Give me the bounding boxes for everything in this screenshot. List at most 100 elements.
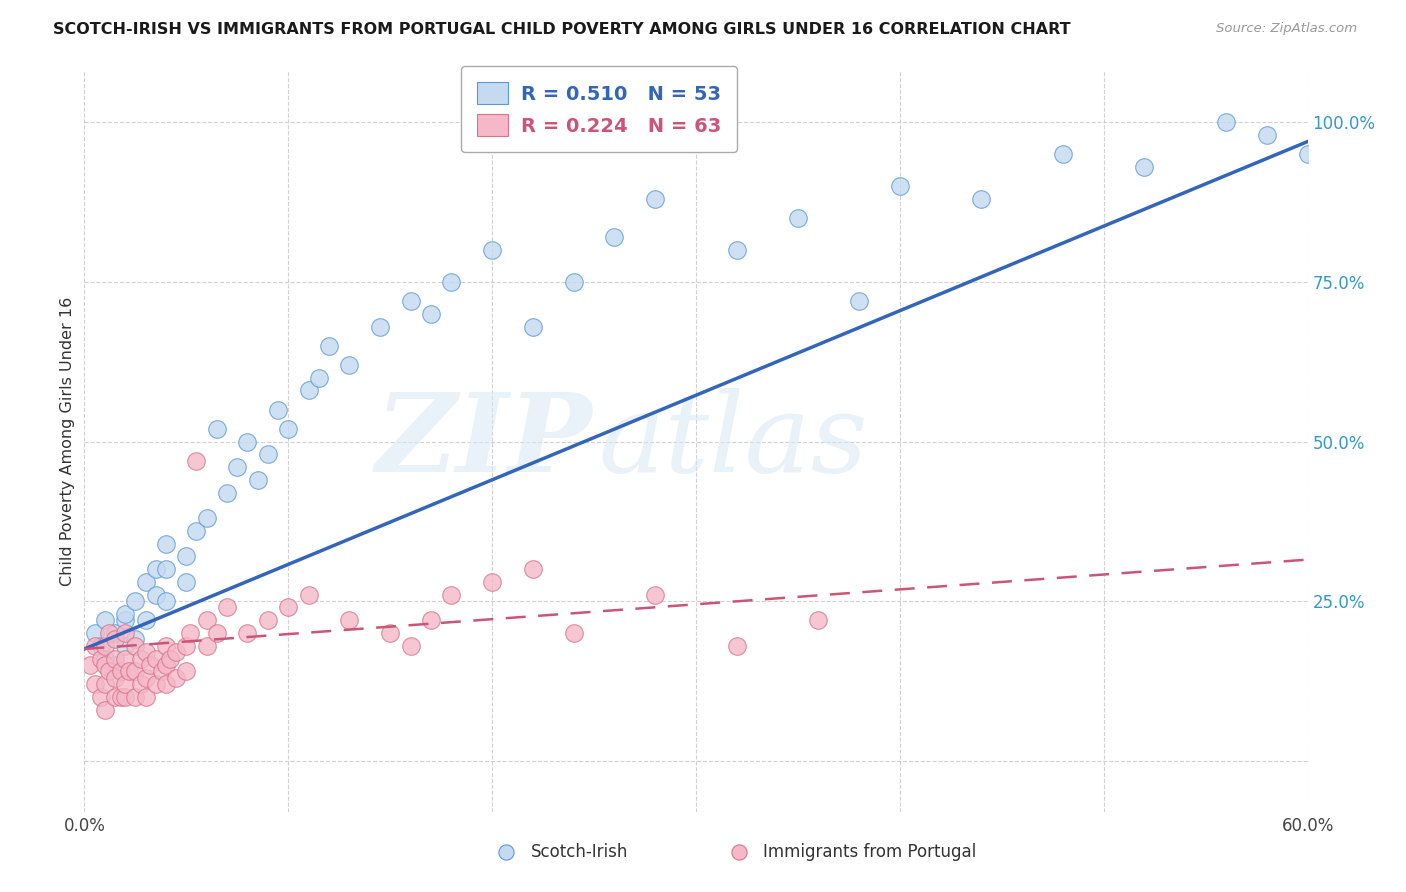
Point <box>165 645 187 659</box>
Point <box>277 422 299 436</box>
Point <box>522 562 544 576</box>
Point <box>174 665 197 679</box>
Point <box>970 192 993 206</box>
Point <box>399 639 422 653</box>
Text: Immigrants from Portugal: Immigrants from Portugal <box>763 844 977 862</box>
Point <box>277 600 299 615</box>
Point <box>135 645 157 659</box>
Point <box>135 574 157 589</box>
Point <box>83 626 105 640</box>
Point <box>165 671 187 685</box>
Point <box>195 613 218 627</box>
Point <box>114 690 136 704</box>
Point <box>848 294 870 309</box>
Text: ZIP: ZIP <box>375 388 592 495</box>
Point <box>90 690 112 704</box>
Point <box>114 651 136 665</box>
Point <box>217 485 239 500</box>
Point <box>217 600 239 615</box>
Point <box>104 690 127 704</box>
Point <box>138 657 160 672</box>
Point <box>90 651 112 665</box>
Point <box>246 473 269 487</box>
Point <box>155 657 177 672</box>
Point <box>339 358 361 372</box>
Point <box>93 703 115 717</box>
Text: atlas: atlas <box>598 388 868 495</box>
Point <box>308 370 330 384</box>
Point <box>110 665 132 679</box>
Text: SCOTCH-IRISH VS IMMIGRANTS FROM PORTUGAL CHILD POVERTY AMONG GIRLS UNDER 16 CORR: SCOTCH-IRISH VS IMMIGRANTS FROM PORTUGAL… <box>53 22 1071 37</box>
Point <box>236 626 259 640</box>
Point <box>93 651 115 665</box>
Point <box>603 230 626 244</box>
Point <box>131 677 153 691</box>
Point <box>257 613 280 627</box>
Point <box>339 613 361 627</box>
Point <box>195 639 218 653</box>
Point <box>124 690 146 704</box>
Point <box>145 562 167 576</box>
Point <box>186 453 208 467</box>
Point <box>420 613 443 627</box>
Point <box>787 211 810 226</box>
Point <box>1133 160 1156 174</box>
Point <box>135 671 157 685</box>
Point <box>145 651 167 665</box>
Point <box>114 607 136 621</box>
Point <box>481 243 503 257</box>
Point <box>104 657 127 672</box>
Point <box>114 613 136 627</box>
Point <box>174 549 197 564</box>
Point <box>124 632 146 647</box>
Point <box>562 626 585 640</box>
Point <box>179 626 201 640</box>
Point <box>236 434 259 449</box>
Point <box>124 639 146 653</box>
Point <box>644 588 666 602</box>
Point <box>257 447 280 461</box>
Point <box>155 639 177 653</box>
Point <box>522 319 544 334</box>
Point <box>97 665 120 679</box>
Point <box>118 665 141 679</box>
Point <box>104 671 127 685</box>
Point <box>114 677 136 691</box>
Point <box>1052 147 1074 161</box>
Point <box>205 422 228 436</box>
Point <box>93 639 115 653</box>
Point <box>174 574 197 589</box>
Text: Scotch-Irish: Scotch-Irish <box>531 844 628 862</box>
Point <box>1215 115 1237 129</box>
Point <box>93 657 115 672</box>
Point <box>1256 128 1278 143</box>
Point <box>97 626 120 640</box>
Point <box>186 524 208 538</box>
Y-axis label: Child Poverty Among Girls Under 16: Child Poverty Among Girls Under 16 <box>60 297 75 586</box>
Point <box>124 665 146 679</box>
Point <box>104 626 127 640</box>
Point <box>93 613 115 627</box>
Point <box>79 657 101 672</box>
Point <box>318 339 340 353</box>
Point <box>380 626 402 640</box>
Legend: R = 0.510   N = 53, R = 0.224   N = 63: R = 0.510 N = 53, R = 0.224 N = 63 <box>461 66 737 152</box>
Point <box>104 651 127 665</box>
Point <box>135 690 157 704</box>
Point <box>725 639 748 653</box>
Point <box>135 613 157 627</box>
Point <box>114 626 136 640</box>
Point <box>150 665 173 679</box>
Point <box>889 179 911 194</box>
Point <box>205 626 228 640</box>
Point <box>1164 789 1187 803</box>
Point <box>159 651 181 665</box>
Point <box>131 651 153 665</box>
Point <box>1296 147 1319 161</box>
Point <box>93 677 115 691</box>
Point <box>481 574 503 589</box>
Point <box>124 594 146 608</box>
Point <box>776 789 799 803</box>
Point <box>226 460 249 475</box>
Point <box>155 677 177 691</box>
